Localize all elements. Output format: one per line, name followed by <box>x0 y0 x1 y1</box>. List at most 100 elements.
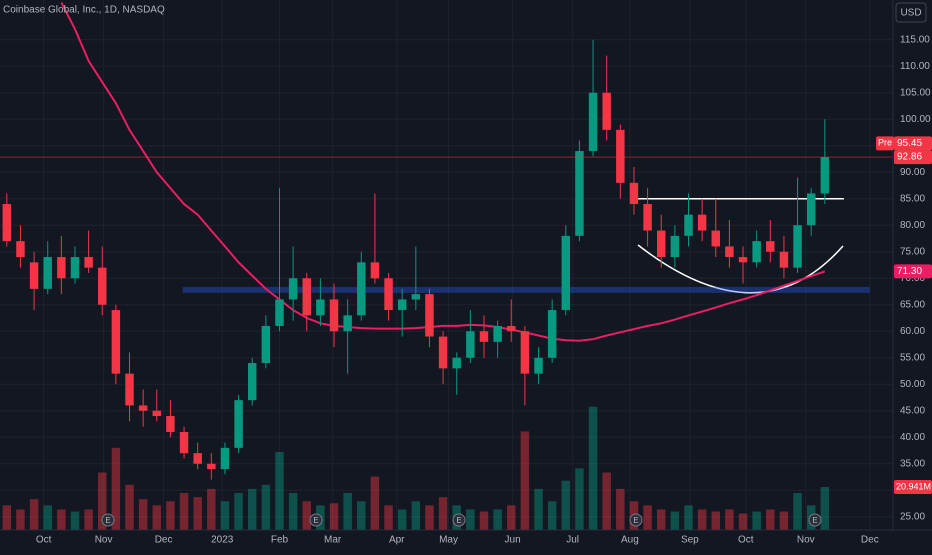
earnings-marker <box>808 513 822 527</box>
volume-bar <box>711 511 720 530</box>
volume-bar <box>98 472 107 530</box>
earnings-marker-label: E <box>313 516 318 525</box>
earnings-marker <box>309 513 323 527</box>
candle-body <box>820 157 830 194</box>
volume-bar <box>684 505 693 530</box>
candle-body <box>670 235 680 258</box>
volume-bar <box>329 503 339 530</box>
ma-last-label: 71.30 <box>897 266 922 277</box>
y-tick-label: 110.00 <box>900 61 930 72</box>
volume-bar <box>779 511 789 530</box>
y-tick-label: 85.00 <box>900 193 925 204</box>
candle-body <box>16 241 25 258</box>
volume-bar <box>193 497 202 530</box>
candle-body <box>247 363 257 401</box>
y-tick-label: 40.00 <box>900 432 925 443</box>
candle-body <box>493 325 502 342</box>
volume-bar <box>520 431 530 530</box>
x-tick-label: Sep <box>681 535 699 546</box>
volume-bar <box>507 505 516 530</box>
candle-body <box>370 262 380 279</box>
y-tick-label: 75.00 <box>900 246 925 257</box>
candle-body <box>2 204 12 242</box>
candle-body <box>43 257 52 289</box>
volume-bar <box>138 499 148 530</box>
volume-label-box <box>894 479 932 494</box>
candle-body <box>534 357 543 374</box>
candle-body <box>602 92 611 130</box>
y-tick-label: 65.00 <box>900 299 925 310</box>
volume-bar <box>534 488 543 530</box>
volume-bar <box>247 488 257 530</box>
volume-bar <box>725 509 734 530</box>
x-tick-label: Aug <box>621 535 639 546</box>
volume-bar <box>29 499 39 530</box>
candle-body <box>725 246 734 258</box>
y-tick-label: 115.00 <box>900 34 930 45</box>
candle-body <box>561 235 571 311</box>
earnings-marker <box>452 513 466 527</box>
volume-bar <box>179 493 189 530</box>
volume-bar <box>43 505 52 530</box>
currency-button[interactable] <box>895 2 927 23</box>
support-band <box>182 286 870 293</box>
candle-body <box>629 182 639 205</box>
candle-body <box>547 310 557 358</box>
volume-bar <box>111 447 121 530</box>
candle-body <box>466 331 475 358</box>
y-tick-label: 70.00 <box>900 273 925 284</box>
candle-body <box>520 331 530 374</box>
y-tick-label: 35.00 <box>900 458 925 469</box>
y-tick-label: 80.00 <box>900 220 925 231</box>
candle-body <box>479 331 489 342</box>
y-tick-label: 45.00 <box>900 405 925 416</box>
candle-body <box>98 267 107 305</box>
volume-bar <box>207 488 216 530</box>
volume-bar <box>275 451 284 530</box>
candle-body <box>166 416 175 432</box>
volume-bar <box>738 513 748 530</box>
x-tick-label: Oct <box>36 535 52 546</box>
volume-bar <box>57 509 66 530</box>
candle-body <box>138 405 148 411</box>
volume-bar <box>438 497 448 530</box>
volume-bar <box>397 509 407 530</box>
x-tick-label: Jul <box>566 535 579 546</box>
cup-arc <box>637 244 844 294</box>
candle-body <box>125 373 134 406</box>
y-tick-label: 55.00 <box>900 352 925 363</box>
currency-label[interactable]: USD <box>900 8 921 19</box>
last-price-label-box <box>894 150 932 165</box>
volume-bar <box>343 493 352 530</box>
candle-body <box>575 151 584 236</box>
x-tick-label: Nov <box>95 535 113 546</box>
y-tick-label: 105.00 <box>900 87 931 98</box>
candle-body <box>152 410 162 417</box>
earnings-marker <box>629 513 643 527</box>
volume-bar <box>2 505 12 530</box>
volume-bar <box>588 406 598 530</box>
candle-body <box>234 400 243 448</box>
chart-title: Coinbase Global, Inc., 1D, NASDAQ <box>3 5 165 16</box>
candle-body <box>766 241 775 252</box>
volume-bar <box>766 509 775 530</box>
volume-bar <box>166 501 175 530</box>
candle-body <box>643 204 652 231</box>
candle-body <box>438 336 448 369</box>
x-tick-label: Apr <box>389 535 405 546</box>
premarket-tag: Pre <box>878 138 892 148</box>
premarket-label: 95.45 <box>897 138 922 149</box>
candle-body <box>275 299 284 326</box>
earnings-marker-label: E <box>633 516 638 525</box>
volume-bar <box>84 509 93 530</box>
earnings-marker <box>101 513 115 527</box>
volume-bar <box>152 505 162 530</box>
candle-body <box>57 257 66 279</box>
ma-last-label-box <box>894 264 932 279</box>
candle-body <box>738 257 748 263</box>
earnings-marker-label: E <box>812 516 817 525</box>
volume-bar <box>288 493 298 530</box>
candle-body <box>384 278 393 311</box>
